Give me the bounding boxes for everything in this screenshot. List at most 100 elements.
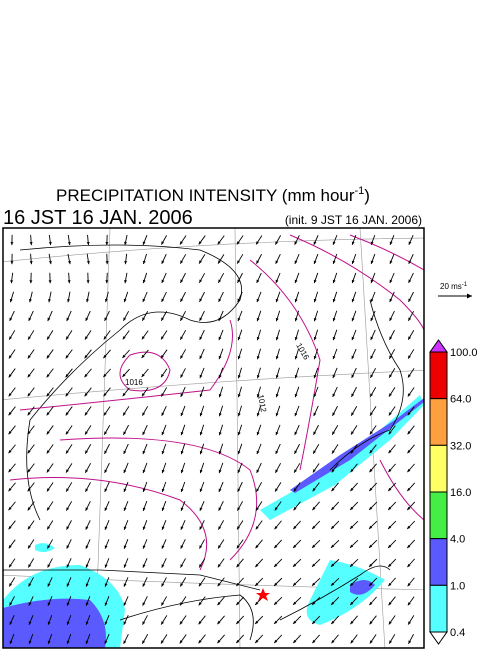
wind-arrowhead [161,469,165,474]
wind-arrowhead [237,507,241,511]
wind-arrowhead [28,336,31,340]
wind-arrowhead [84,412,88,416]
wind-arrowhead [180,602,183,606]
wind-arrowhead [142,298,146,302]
wind-arrowhead [256,241,259,245]
wind-arrowhead [331,450,335,454]
wind-arrowhead [275,317,279,322]
wind-arrowhead [161,507,165,511]
wind-arrowhead [9,621,13,625]
wind-arrowhead [256,469,260,473]
wind-arrowhead [161,602,165,606]
wind-arrowhead [312,582,316,586]
wind-arrowhead [198,602,202,606]
wind-arrowhead [389,355,393,359]
wind-arrowhead [142,317,146,321]
wind-arrowhead [46,393,50,397]
wind-arrowhead [407,487,411,492]
wind-arrowhead [274,507,278,511]
wind-arrowhead [180,545,184,549]
wind-arrowhead [388,506,392,510]
wind-arrowhead [8,412,12,416]
wind-arrowhead [27,431,31,435]
wind-arrowhead [161,564,165,568]
wind-arrowhead [294,469,297,473]
title-exponent: -1 [355,185,365,197]
wind-arrowhead [84,355,88,359]
wind-arrowhead [331,506,335,511]
wind-arrowhead [407,412,411,416]
wind-arrowhead [237,317,241,322]
wind-arrowhead [369,582,373,586]
wind-arrowhead [161,298,165,302]
wind-arrowhead [255,601,259,605]
wind-arrowhead [48,280,52,284]
wind-arrowhead [123,545,127,549]
wind-arrowhead [294,355,298,360]
wind-arrowhead [161,412,165,416]
wind-arrowhead [199,355,203,360]
wind-arrowhead [370,279,374,284]
wind-arrowhead [218,431,222,436]
wind-arrowhead [218,336,222,341]
wind-arrowhead [104,469,108,473]
wind-arrowhead [237,374,241,379]
wind-arrowhead [388,468,392,473]
colorbar-box [429,538,448,586]
valid-time: 16 JST 16 JAN. 2006 [3,207,193,229]
wind-arrowhead [351,355,355,360]
wind-arrowhead [350,506,354,510]
wind-arrowhead [275,393,279,398]
wind-arrowhead [312,469,316,473]
wind-arrowhead [142,431,146,435]
colorbar-box [429,351,448,400]
wind-arrowhead [389,336,393,340]
wind-arrowhead [350,468,354,473]
wind-arrowhead [313,412,317,417]
wind-arrowhead [389,241,393,245]
wind-arrowhead [9,317,13,321]
wind-arrowhead [160,355,164,359]
wind-arrowhead [407,374,411,378]
wind-arrowhead [123,621,127,625]
wind-arrowhead [123,469,127,474]
wind-arrowhead [350,601,354,605]
wind-arrowhead [255,563,259,568]
isobar-label: 1012 [256,394,268,414]
wind-arrowhead [199,298,203,302]
wind-arrowhead [48,260,52,265]
wind-arrowhead [27,450,31,454]
wind-arrowhead [369,640,373,644]
wind-arrowhead [218,260,221,264]
wind-arrowhead [408,317,412,321]
wind-arrowhead [85,583,89,587]
wind-arrowhead [256,374,260,379]
wind-arrowhead [351,412,355,416]
wind-arrowhead [218,412,222,417]
wind-arrowhead [237,488,241,492]
wind-arrowhead [256,260,260,264]
wind-arrowhead [256,298,260,303]
wind-arrowhead [388,582,392,587]
wind-arrowhead [256,336,260,341]
wind-arrowhead [332,374,336,379]
wind-arrowhead [66,507,70,511]
wind-arrowhead [256,412,260,417]
wind-arrowhead [237,431,241,436]
wind-arrowhead [294,241,298,245]
wind-arrowhead [369,601,373,606]
wind-arrowhead [66,317,70,322]
wind-arrowhead [66,488,69,492]
wind-arrowhead [142,488,146,493]
location-star [256,588,270,601]
wind-arrowhead [293,639,297,644]
wind-arrowhead [67,299,71,303]
wind-arrowhead [293,488,297,492]
wind-arrowhead [275,431,279,436]
wind-arrowhead [218,355,222,360]
wind-arrowhead [161,583,165,587]
wind-arrowhead [218,488,222,492]
wind-arrowhead [105,280,109,284]
wind-arrowhead [388,602,392,606]
wind-arrowhead [389,393,392,397]
